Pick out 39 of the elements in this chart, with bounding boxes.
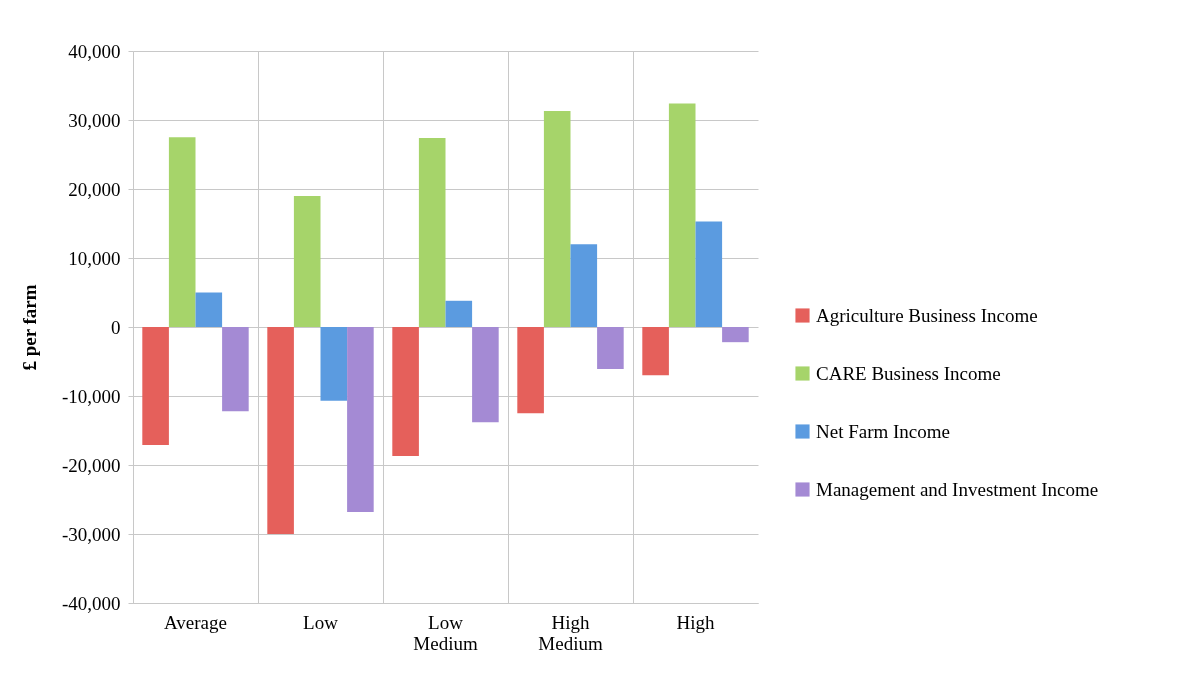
bar: [472, 327, 499, 423]
bar: [195, 292, 223, 327]
legend-label: Agriculture Business Income: [816, 304, 1038, 326]
y-tick-label: 40,000: [68, 40, 121, 62]
x-tick-label: Average: [164, 611, 227, 633]
y-tick-label: -30,000: [61, 523, 121, 545]
bar: [570, 244, 598, 327]
bar: [293, 195, 321, 327]
x-tick-label: Low: [303, 611, 339, 633]
bar: [222, 327, 249, 412]
x-tick-label: High: [676, 611, 715, 633]
y-tick-label: -40,000: [61, 592, 121, 614]
legend-label: CARE Business Income: [816, 362, 1001, 384]
y-tick-label: 10,000: [68, 247, 121, 269]
bar: [267, 327, 294, 534]
y-tick-label: -20,000: [61, 454, 121, 476]
x-tick-label: Low Medium: [413, 611, 478, 654]
bar: [347, 327, 374, 512]
bar: [597, 327, 624, 370]
bar: [642, 327, 669, 376]
bar: [142, 327, 169, 445]
bar: [445, 300, 473, 327]
x-tick-label: High Medium: [538, 611, 603, 654]
bar: [668, 103, 696, 327]
bar: [517, 327, 544, 414]
bar: [695, 221, 723, 327]
y-tick-label: 20,000: [68, 178, 121, 200]
bar: [722, 327, 749, 343]
y-tick-label: 0: [111, 316, 121, 338]
y-axis-title: £ per farm: [18, 284, 40, 371]
bar: [418, 137, 446, 327]
bar: [320, 327, 348, 401]
legend-label: Net Farm Income: [816, 420, 951, 442]
bar: [543, 111, 571, 327]
bar: [392, 327, 419, 457]
bar: [168, 137, 196, 327]
y-tick-label: -10,000: [61, 385, 121, 407]
y-tick-label: 30,000: [68, 109, 121, 131]
legend-label: Management and Investment Income: [816, 478, 1099, 500]
